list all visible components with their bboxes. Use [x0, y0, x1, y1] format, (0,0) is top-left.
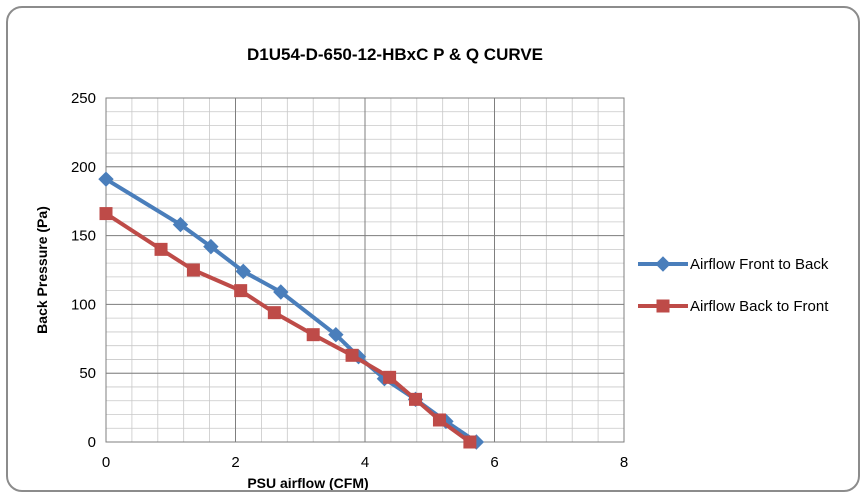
pq-curve-chart: D1U54-D-650-12-HBxC P & Q CURVE 0 2 4 6 8 0 50… — [34, 45, 829, 491]
y-tick-label: 150 — [71, 228, 96, 245]
series-1-point — [328, 326, 344, 343]
y-tick-label: 0 — [88, 434, 96, 451]
y-tick-label: 250 — [71, 90, 96, 107]
legend: Airflow Front to Back Airflow Back to Fro… — [638, 256, 829, 315]
legend-marker-1 — [655, 256, 671, 272]
chart-frame: D1U54-D-650-12-HBxC P & Q CURVE 0 2 4 6 8 0 50… — [6, 6, 860, 492]
legend-label-1: Airflow Front to Back — [690, 256, 829, 273]
series-1-point — [203, 238, 219, 255]
series-2-point — [306, 328, 320, 342]
series-2-point — [432, 413, 446, 427]
y-tick-label: 100 — [71, 296, 96, 313]
x-tick-label: 0 — [102, 454, 110, 471]
x-tick-label: 4 — [361, 454, 369, 471]
series-2-point — [186, 263, 200, 277]
series-1-point — [235, 263, 251, 280]
series-2-point — [409, 392, 423, 406]
x-tick-label: 8 — [620, 454, 628, 471]
plot-area: 0 2 4 6 8 0 50 100 150 200 250 — [71, 90, 628, 471]
legend-label-2: Airflow Back to Front — [690, 298, 829, 315]
legend-marker-2 — [656, 299, 670, 313]
y-tick-label: 200 — [71, 159, 96, 176]
series-2-point — [99, 207, 113, 221]
series-1-point — [273, 284, 289, 300]
y-axis-label: Back Pressure (Pa) — [34, 206, 50, 334]
series-2-point — [234, 284, 248, 298]
series-2-point — [463, 435, 477, 449]
series-1-point — [172, 216, 189, 233]
y-tick-label: 50 — [79, 365, 96, 382]
series-2-point — [383, 370, 397, 384]
series-2-point — [267, 306, 281, 320]
series-2-point — [345, 348, 359, 362]
series-1-point — [98, 171, 114, 187]
series-2-point — [154, 242, 168, 256]
plot-border — [105, 97, 625, 443]
x-axis-label: PSU airflow (CFM) — [247, 475, 368, 491]
x-tick-label: 6 — [490, 454, 498, 471]
chart-title: D1U54-D-650-12-HBxC P & Q CURVE — [247, 45, 543, 64]
x-tick-label: 2 — [231, 454, 239, 471]
